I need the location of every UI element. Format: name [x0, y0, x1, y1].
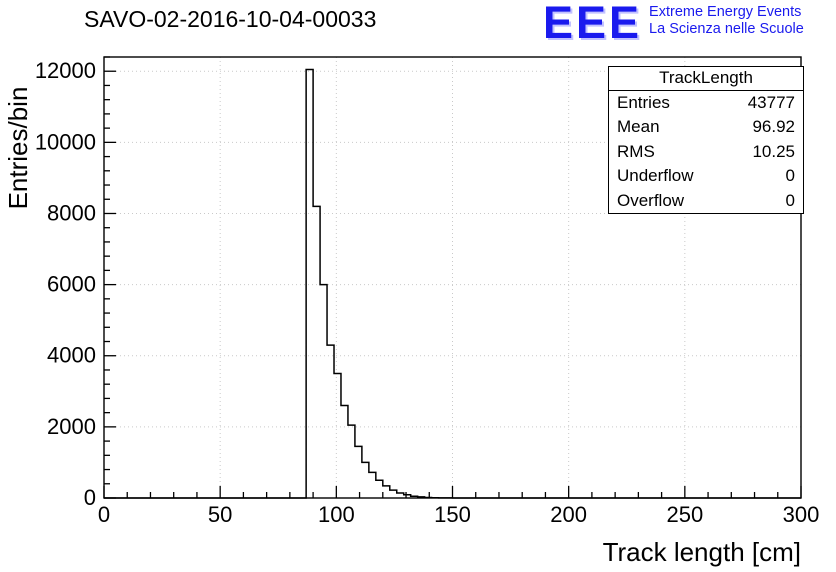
stats-value: 43777 — [747, 93, 795, 112]
stats-value: 10.25 — [752, 141, 795, 161]
y-tick-label: 12000 — [35, 58, 96, 83]
stats-box: TrackLength Entries 43777 Mean 96.92 RMS… — [608, 66, 804, 215]
x-tick-label: 200 — [550, 502, 587, 527]
y-tick-label: 8000 — [47, 200, 96, 225]
x-tick-label: 0 — [98, 502, 110, 527]
stats-value: 0 — [785, 190, 795, 210]
y-axis-title: Entries/bin — [3, 87, 33, 210]
x-tick-label: 300 — [783, 502, 820, 527]
stats-label: Mean — [617, 117, 660, 137]
stats-label: Overflow — [617, 190, 685, 210]
y-tick-label: 0 — [84, 485, 96, 510]
stats-row-overflow: Overflow 0 — [609, 189, 803, 213]
x-tick-label: 150 — [434, 502, 471, 527]
x-axis-title: Track length [cm] — [603, 537, 801, 567]
stats-label: Underflow — [617, 166, 694, 186]
x-tick-label: 100 — [318, 502, 355, 527]
stats-label: RMS — [617, 141, 655, 161]
stats-row-mean: Mean 96.92 — [609, 115, 803, 139]
eee-logo-line2: La Scienza nelle Scuole — [649, 21, 804, 38]
histogram-line — [104, 68, 801, 499]
stats-row-entries: Entries 43777 — [609, 91, 803, 115]
x-tick-label: 50 — [208, 502, 232, 527]
eee-logo-caption: Extreme Energy Events La Scienza nelle S… — [649, 2, 804, 39]
stats-value: 96.92 — [752, 117, 795, 137]
y-tick-label: 6000 — [47, 272, 96, 297]
stats-label: Entries — [617, 93, 670, 112]
stats-value: 0 — [785, 166, 795, 186]
y-tick-label: 4000 — [47, 343, 96, 368]
stats-row-rms: RMS 10.25 — [609, 140, 803, 164]
eee-logo-line1: Extreme Energy Events — [649, 4, 802, 20]
x-tick-label: 250 — [666, 502, 703, 527]
stats-row-underflow: Underflow 0 — [609, 164, 803, 188]
eee-logo-icon: EEE — [543, 0, 643, 48]
y-tick-label: 10000 — [35, 129, 96, 154]
stats-box-title: TrackLength — [609, 67, 803, 91]
y-tick-label: 2000 — [47, 414, 96, 439]
page-title: SAVO-02-2016-10-04-00033 — [84, 6, 377, 32]
eee-logo: EEE Extreme Energy Events La Scienza nel… — [543, 0, 804, 48]
